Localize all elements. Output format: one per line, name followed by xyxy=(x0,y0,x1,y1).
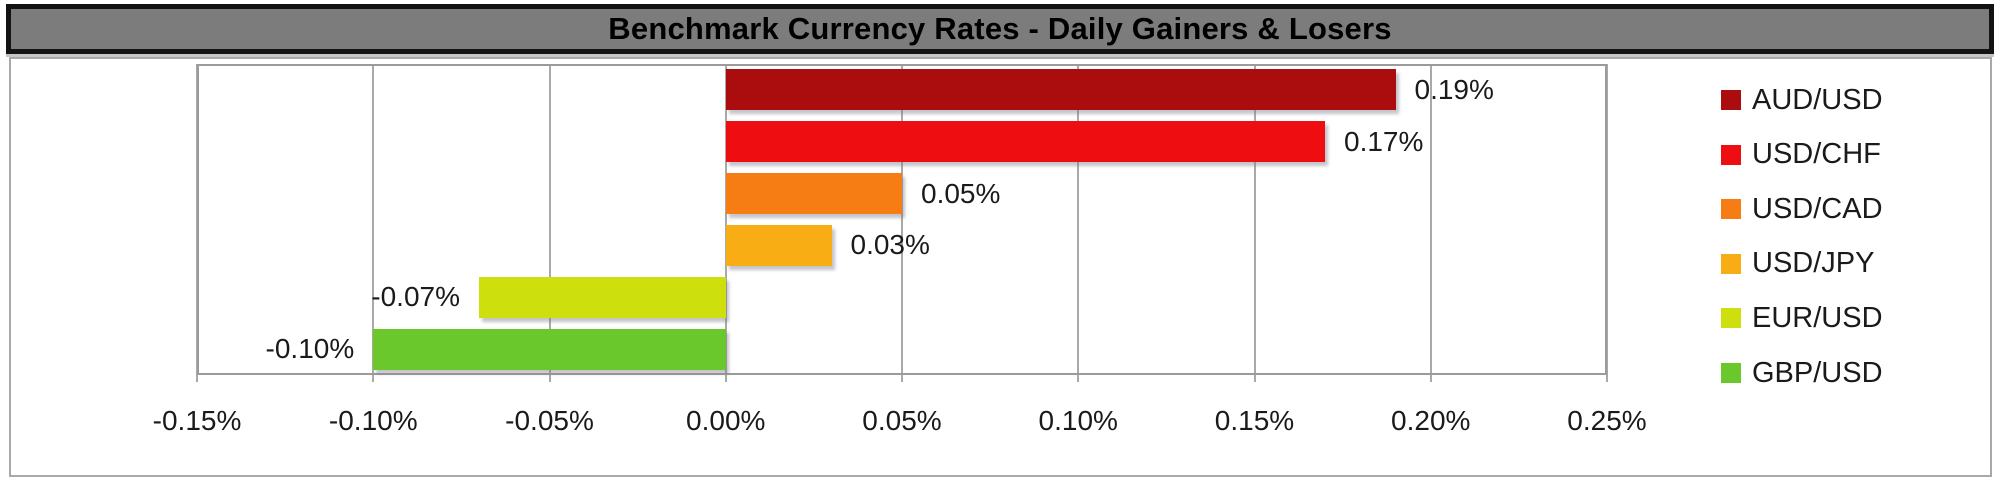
gridline xyxy=(724,64,727,382)
legend-label-usd-jpy: USD/JPY xyxy=(1752,247,1875,280)
legend-label-usd-chf: USD/CHF xyxy=(1752,138,1881,171)
legend-item-usd-jpy: USD/JPY xyxy=(1721,247,1874,281)
bar-eur-usd xyxy=(479,276,726,318)
legend-item-aud-usd: AUD/USD xyxy=(1721,83,1883,117)
chart-area: -0.15% -0.10% -0.05% 0.00% 0.05% 0.10% 0.15% 0.… xyxy=(9,57,1992,477)
value-label-usd-cad: 0.05% xyxy=(921,177,1001,209)
value-label-eur-usd: -0.07% xyxy=(371,281,460,313)
x-tick-label: 0.25% xyxy=(1567,405,1647,436)
gridline xyxy=(1606,64,1608,382)
x-tick-label: 0.15% xyxy=(1214,405,1295,436)
legend-swatch-usd-jpy xyxy=(1721,253,1741,274)
value-label-gbp-usd: -0.10% xyxy=(265,333,355,365)
legend-label-aud-usd: AUD/USD xyxy=(1752,83,1883,116)
legend-label-eur-usd: EUR/USD xyxy=(1752,301,1883,334)
value-label-usd-chf: 0.17% xyxy=(1344,125,1424,157)
chart-title-bar: Benchmark Currency Rates - Daily Gainers… xyxy=(6,4,1994,54)
bar-usd-jpy xyxy=(725,224,832,266)
bar-aud-usd xyxy=(725,69,1396,111)
gridline xyxy=(372,64,375,382)
legend-item-usd-chf: USD/CHF xyxy=(1721,138,1881,172)
gridline xyxy=(1077,64,1080,382)
x-tick-label: 0.00% xyxy=(686,405,766,436)
legend-swatch-gbp-usd xyxy=(1721,363,1741,383)
bar-gbp-usd xyxy=(373,328,726,370)
gridline xyxy=(548,64,551,382)
gridline xyxy=(901,64,903,382)
legend-label-usd-cad: USD/CAD xyxy=(1752,192,1883,225)
bar-usd-chf xyxy=(725,121,1325,163)
bar-usd-cad xyxy=(725,173,902,215)
legend-swatch-usd-cad xyxy=(1721,199,1741,220)
legend-swatch-usd-chf xyxy=(1721,144,1741,165)
legend-label-gbp-usd: GBP/USD xyxy=(1752,356,1883,389)
x-tick-label: 0.20% xyxy=(1391,405,1471,436)
legend-swatch-eur-usd xyxy=(1721,308,1741,329)
value-label-usd-jpy: 0.03% xyxy=(850,229,930,261)
gridline xyxy=(1429,64,1432,382)
legend-swatch-aud-usd xyxy=(1721,90,1741,110)
chart-title: Benchmark Currency Rates - Daily Gainers… xyxy=(608,11,1392,46)
gridline xyxy=(1253,64,1256,382)
legend-item-gbp-usd: GBP/USD xyxy=(1721,356,1883,390)
x-tick-label: 0.05% xyxy=(862,405,942,436)
value-label-aud-usd: 0.19% xyxy=(1414,73,1494,105)
plot-frame xyxy=(197,64,1607,375)
legend-item-usd-cad: USD/CAD xyxy=(1721,192,1883,226)
legend-item-eur-usd: EUR/USD xyxy=(1721,301,1883,335)
x-tick-label: -0.15% xyxy=(152,405,242,436)
x-tick-label: -0.10% xyxy=(328,405,418,436)
x-tick-label: 0.10% xyxy=(1038,405,1118,436)
x-tick-label: -0.05% xyxy=(505,405,594,436)
